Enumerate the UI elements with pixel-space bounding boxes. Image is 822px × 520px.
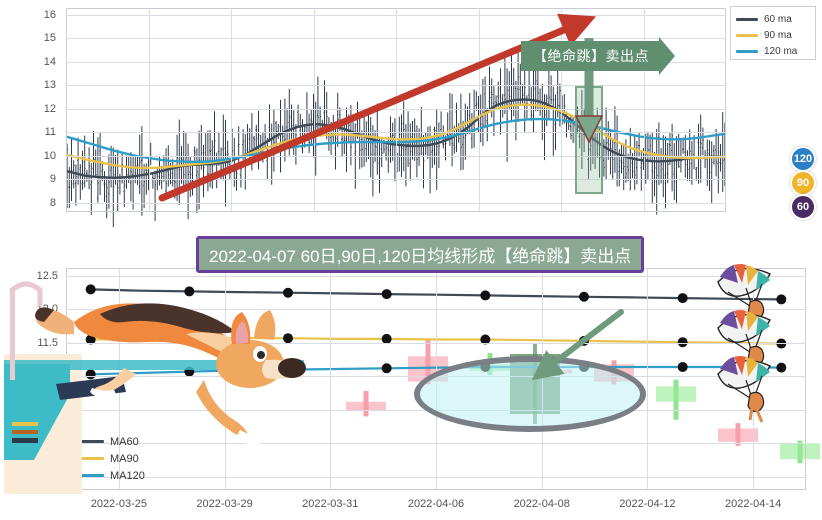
legend-item[interactable]: 120 ma: [736, 43, 810, 59]
top-chart-y-tick: 13: [30, 79, 56, 91]
ma-badge-60[interactable]: 60: [790, 194, 816, 220]
legend-swatch-icon: [74, 457, 104, 460]
bottom-chart-x-tick: 2022-03-29: [196, 498, 252, 510]
bottom-chart-y-tick: 10.0: [20, 437, 58, 449]
legend-swatch-icon: [736, 34, 758, 37]
legend-item[interactable]: MA60: [74, 433, 145, 450]
top-chart-y-tick: 14: [30, 56, 56, 68]
gridline: [479, 8, 480, 212]
gridline: [225, 268, 226, 490]
analysis-title-text: 2022-04-07 60日,90日,120日均线形成【绝命跳】卖出点: [209, 247, 631, 266]
top-chart-y-tick: 15: [30, 32, 56, 44]
bottom-chart-y-tick: 12.0: [20, 303, 58, 315]
top-chart-y-tick: 16: [30, 9, 56, 21]
sell-point-callout-text: 【绝命跳】卖出点: [533, 46, 649, 66]
bottom-chart-panel: 12.5 12.0 11.5 11.0 10.5 10.0 9.5: [0, 262, 822, 520]
top-chart-y-tick: 9: [30, 173, 56, 185]
bottom-chart-y-tick: 11.0: [20, 370, 58, 382]
bottom-chart-x-tick: 2022-04-08: [514, 498, 570, 510]
gridline: [149, 8, 150, 212]
legend-swatch-icon: [74, 474, 104, 477]
gridline: [647, 268, 648, 490]
bottom-chart-x-tick: 2022-04-12: [619, 498, 675, 510]
legend-item[interactable]: MA90: [74, 450, 145, 467]
gridline: [330, 268, 331, 490]
legend-item[interactable]: 60 ma: [736, 11, 810, 27]
legend-label: MA60: [110, 436, 139, 448]
analysis-title-banner: 2022-04-07 60日,90日,120日均线形成【绝命跳】卖出点: [196, 236, 644, 273]
bottom-chart-y-tick: 12.5: [20, 270, 58, 282]
bottom-chart-y-tick: 10.5: [20, 404, 58, 416]
bottom-chart-y-tick: 9.5: [20, 471, 58, 483]
legend-label: MA90: [110, 453, 139, 465]
legend-swatch-icon: [736, 18, 758, 21]
bottom-chart-x-tick: 2022-04-06: [408, 498, 464, 510]
legend-item[interactable]: 90 ma: [736, 27, 810, 43]
gridline: [753, 268, 754, 490]
top-chart-y-tick: 12: [30, 103, 56, 115]
top-chart-plot-area: [66, 8, 726, 212]
top-chart-panel: 16 15 14 13 12 11 10 9 8: [0, 0, 822, 228]
sell-point-highlight-box: [575, 86, 603, 194]
legend-label: 90 ma: [764, 30, 792, 41]
legend-swatch-icon: [74, 440, 104, 443]
stock-chart-screenshot: 16 15 14 13 12 11 10 9 8: [0, 0, 822, 520]
top-chart-y-tick: 10: [30, 150, 56, 162]
gridline: [561, 8, 562, 212]
bottom-chart-x-tick: 2022-03-25: [91, 498, 147, 510]
bottom-chart-y-tick: 11.5: [20, 337, 58, 349]
legend-label: MA120: [110, 470, 145, 482]
bottom-chart-plot-area: MA60 MA90 MA120: [66, 268, 806, 490]
top-chart-y-tick: 8: [30, 197, 56, 209]
ma-badge-90[interactable]: 90: [790, 170, 816, 196]
bottom-chart-x-tick: 2022-03-31: [302, 498, 358, 510]
bottom-chart-x-tick: 2022-04-14: [725, 498, 781, 510]
top-chart-legend: 60 ma 90 ma 120 ma: [730, 6, 816, 60]
gridline: [644, 8, 645, 212]
gridline: [314, 8, 315, 212]
legend-label: 120 ma: [764, 46, 797, 57]
convergence-ellipse-highlight: [414, 356, 646, 432]
legend-label: 60 ma: [764, 14, 792, 25]
ma-badge-120[interactable]: 120: [790, 146, 816, 172]
gridline: [231, 8, 232, 212]
legend-swatch-icon: [736, 50, 758, 53]
gridline: [396, 8, 397, 212]
sell-point-callout-banner: 【绝命跳】卖出点: [521, 41, 659, 71]
bottom-chart-legend: MA60 MA90 MA120: [74, 433, 145, 484]
top-chart-y-tick: 11: [30, 126, 56, 138]
legend-item[interactable]: MA120: [74, 467, 145, 484]
